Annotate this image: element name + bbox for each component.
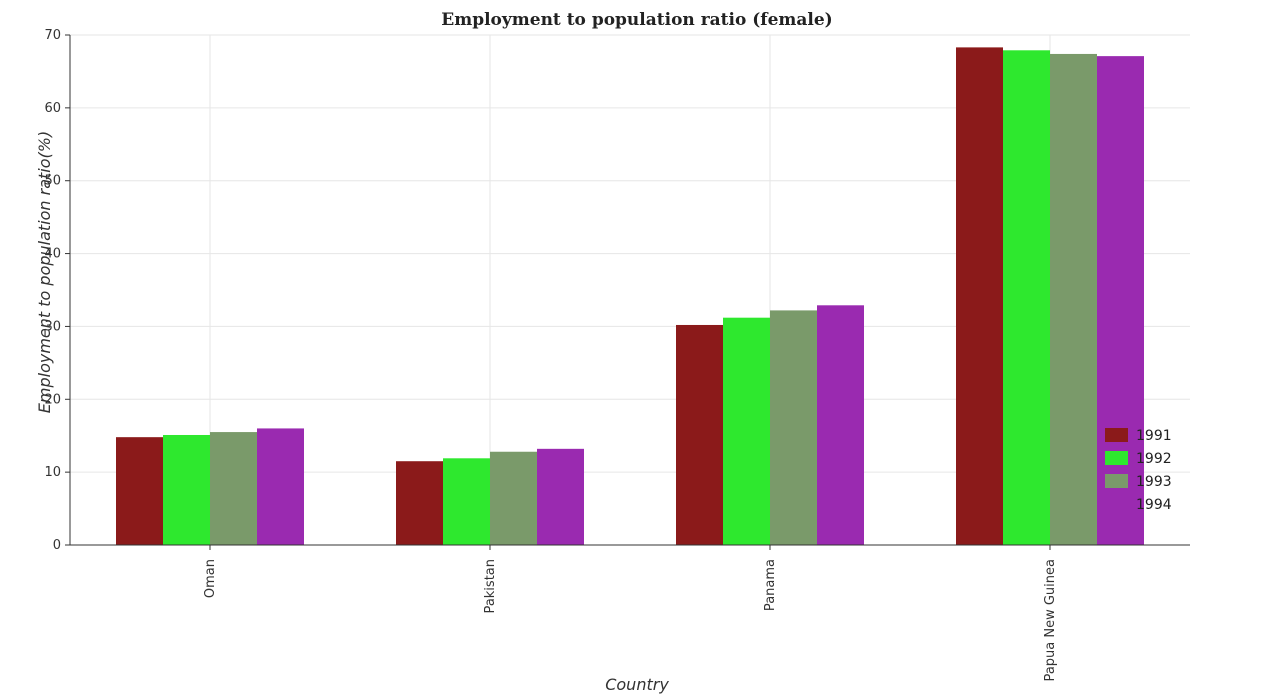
bar-1993-oman <box>210 432 257 545</box>
x-tick-labels: Oman Pakistan Panama Papua New Guinea <box>203 559 1058 681</box>
bar-1993-panama <box>770 310 817 545</box>
x-tick-label: Papua New Guinea <box>1043 559 1058 681</box>
chart-title: Employment to population ratio (female) <box>441 10 832 30</box>
legend-label-1994: 1994 <box>1136 497 1172 513</box>
y-tick-label: 10 <box>44 465 61 480</box>
bars-group <box>116 47 1144 546</box>
bar-1993-papua-new-guinea <box>1050 53 1097 545</box>
y-axis-title: Employment to population ratio(%) <box>35 131 54 413</box>
bar-1994-oman <box>257 428 304 545</box>
bar-1992-papua-new-guinea <box>1003 50 1050 546</box>
bar-1993-pakistan <box>490 451 537 545</box>
bar-1994-pakistan <box>537 448 584 545</box>
x-tick-label: Oman <box>203 559 218 598</box>
legend-swatch-1992 <box>1105 451 1128 465</box>
legend-label-1991: 1991 <box>1136 428 1172 444</box>
x-tick-label: Pakistan <box>483 559 498 613</box>
legend-swatch-1993 <box>1105 474 1128 488</box>
y-tick-label: 20 <box>44 392 61 407</box>
legend-swatch-1994 <box>1105 497 1128 511</box>
bar-1991-papua-new-guinea <box>956 47 1003 546</box>
bar-1994-papua-new-guinea <box>1097 56 1144 545</box>
bar-1992-oman <box>163 434 210 545</box>
legend-swatch-1991 <box>1105 428 1128 442</box>
bar-1991-oman <box>116 437 163 545</box>
axes <box>65 34 1190 550</box>
y-tick-labels: 0 10 20 30 40 50 60 70 <box>44 28 61 553</box>
y-tick-label: 0 <box>53 538 61 553</box>
legend-label-1993: 1993 <box>1136 474 1172 490</box>
legend-label-1992: 1992 <box>1136 451 1172 467</box>
legend: 1991 1992 1993 1994 <box>1105 428 1172 513</box>
bar-1991-pakistan <box>396 461 443 545</box>
bar-1991-panama <box>676 324 723 545</box>
y-tick-label: 50 <box>44 174 61 189</box>
x-tick-label: Panama <box>763 559 778 611</box>
y-tick-label: 40 <box>44 247 61 262</box>
y-tick-label: 60 <box>44 101 61 116</box>
y-tick-label: 30 <box>44 319 61 334</box>
bar-1994-panama <box>817 305 864 545</box>
bar-1992-panama <box>723 317 770 545</box>
y-tick-label: 70 <box>44 28 61 43</box>
x-axis-title: Country <box>605 675 669 694</box>
bar-1992-pakistan <box>443 458 490 545</box>
